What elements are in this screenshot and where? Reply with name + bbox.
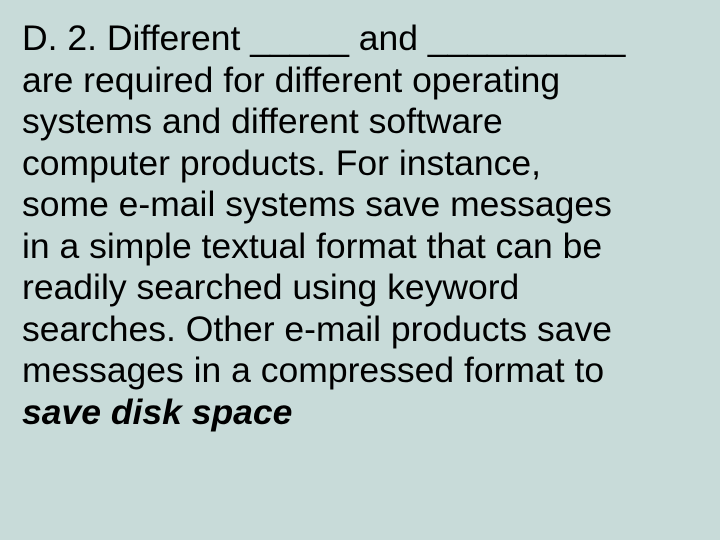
slide-body-text: D. 2. Different _____ and __________ are… bbox=[22, 18, 698, 433]
text-line-3: systems and different software bbox=[22, 101, 503, 141]
slide-container: D. 2. Different _____ and __________ are… bbox=[0, 0, 720, 540]
emphasis-text: save disk space bbox=[22, 392, 292, 432]
text-line-9: messages in a compressed format to bbox=[22, 350, 604, 390]
text-line-6: in a simple textual format that can be bbox=[22, 226, 602, 266]
text-line-8: searches. Other e-mail products save bbox=[22, 309, 612, 349]
text-line-2: are required for different operating bbox=[22, 60, 560, 100]
text-line-4: computer products. For instance, bbox=[22, 143, 541, 183]
text-line-7: readily searched using keyword bbox=[22, 267, 519, 307]
text-line-5: some e-mail systems save messages bbox=[22, 184, 612, 224]
text-line-1: D. 2. Different _____ and __________ bbox=[22, 18, 625, 58]
